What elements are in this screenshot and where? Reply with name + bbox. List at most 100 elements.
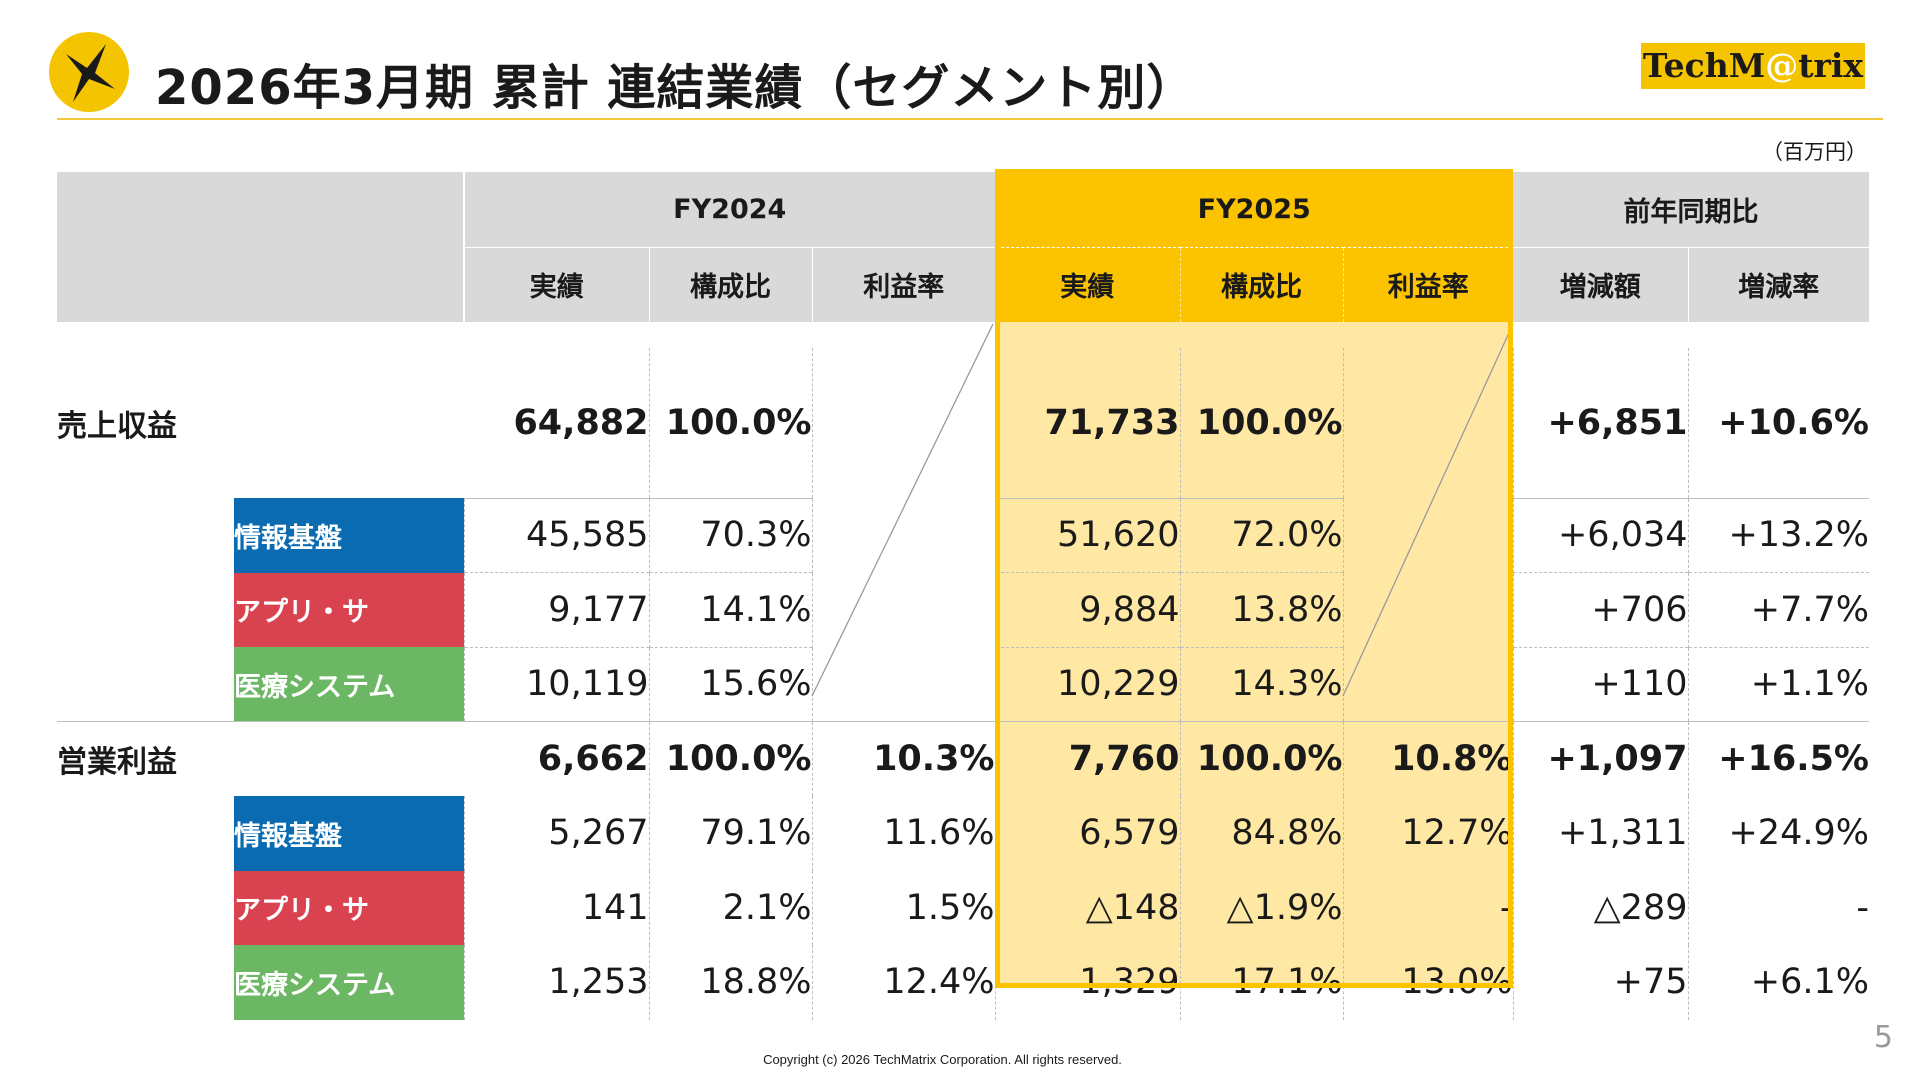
op-medical-fy24-actual: 1,253 [463, 945, 649, 1020]
revenue-fy25-margin-empty [1342, 348, 1513, 498]
revenue-info-fy24-actual: 45,585 [463, 497, 649, 573]
revenue-medical-change-rate: +1.1% [1687, 646, 1869, 722]
op-fy25-actual: 7,760 [994, 721, 1180, 796]
revenue-medical-fy24-margin-empty [811, 647, 995, 722]
revenue-medical-fy24-actual: 10,119 [463, 646, 649, 722]
revenue-medical-fy25-actual: 10,229 [994, 646, 1180, 722]
op-info-fy24-margin: 11.6% [811, 796, 995, 871]
op-income-medical-row: 医療システム 1,253 18.8% 12.4% 1,329 17.1% 13.… [57, 945, 1869, 1020]
segment-label-app: アプリ・サ [234, 870, 464, 945]
op-fy25-margin: 10.8% [1342, 721, 1513, 796]
indent-cell [57, 945, 234, 1020]
segment-results-table: FY2024 FY2025 前年同期比 実績 構成比 利益率 実績 構成比 利益… [57, 172, 1869, 1020]
revenue-app-fy25-margin-empty [1342, 572, 1513, 647]
revenue-app-fy24-actual: 9,177 [463, 572, 649, 647]
revenue-info-fy24-margin-empty [811, 498, 995, 573]
revenue-medical-fy25-composition: 14.3% [1179, 646, 1343, 722]
op-app-change-amount: △289 [1512, 870, 1688, 945]
op-info-fy24-composition: 79.1% [648, 796, 812, 871]
company-logo-icon [49, 32, 129, 112]
indent-cell [57, 796, 234, 871]
op-app-fy25-composition: △1.9% [1179, 870, 1343, 945]
op-app-fy24-actual: 141 [463, 870, 649, 945]
revenue-total-row: 売上収益 64,882 100.0% 71,733 100.0% +6,851 … [57, 348, 1869, 498]
op-medical-fy24-margin: 12.4% [811, 945, 995, 1020]
segment-label-medical: 医療システム [234, 647, 464, 722]
header-row-columns: 実績 構成比 利益率 実績 構成比 利益率 増減額 増減率 [57, 247, 1869, 322]
op-fy24-actual: 6,662 [464, 721, 649, 796]
revenue-app-change-amount: +706 [1512, 572, 1688, 647]
revenue-info-fy25-composition: 72.0% [1179, 497, 1343, 573]
unit-label: （百万円） [1762, 140, 1867, 164]
revenue-info-fy25-margin-empty [1342, 498, 1513, 573]
revenue-app-fy24-margin-empty [811, 572, 995, 647]
op-income-total-row: 営業利益 6,662 100.0% 10.3% 7,760 100.0% 10.… [57, 721, 1869, 796]
header-yoy: 前年同期比 [1513, 172, 1869, 248]
col-fy24-actual: 実績 [464, 247, 649, 322]
spacer-row [57, 322, 1869, 348]
indent-cell [57, 871, 234, 946]
indent-cell [57, 573, 234, 648]
op-app-fy24-composition: 2.1% [648, 870, 812, 945]
col-change-rate: 増減率 [1687, 247, 1869, 322]
op-medical-change-amount: +75 [1512, 945, 1688, 1020]
op-info-fy25-actual: 6,579 [994, 796, 1180, 871]
page-number: 5 [1873, 1020, 1893, 1055]
segment-label-info: 情報基盤 [234, 796, 464, 871]
revenue-info-fy25-actual: 51,620 [994, 497, 1180, 573]
op-medical-fy25-margin: 13.0% [1342, 945, 1513, 1020]
brand-logo: TechM@trix [1641, 43, 1865, 89]
col-fy25-margin: 利益率 [1342, 247, 1513, 322]
col-fy24-composition: 構成比 [648, 247, 812, 322]
row-label-revenue: 売上収益 [57, 409, 177, 444]
revenue-change-rate: +10.6% [1687, 348, 1869, 498]
op-income-app-row: アプリ・サ 141 2.1% 1.5% △148 △1.9% - △289 - [57, 870, 1869, 946]
header-row-groups: FY2024 FY2025 前年同期比 [57, 172, 1869, 322]
title-divider [57, 118, 1883, 120]
revenue-fy25-composition: 100.0% [1179, 348, 1343, 498]
op-app-fy24-margin: 1.5% [811, 870, 995, 945]
op-app-fy25-margin: - [1342, 870, 1513, 945]
op-app-change-rate: - [1687, 870, 1869, 945]
op-info-change-amount: +1,311 [1512, 796, 1688, 871]
revenue-medical-fy24-composition: 15.6% [648, 646, 812, 722]
col-change-amount: 増減額 [1513, 247, 1688, 322]
op-info-fy24-actual: 5,267 [463, 796, 649, 871]
segment-label-info: 情報基盤 [234, 498, 464, 573]
revenue-info-change-amount: +6,034 [1512, 497, 1688, 573]
segment-label-medical: 医療システム [234, 945, 464, 1020]
revenue-fy24-actual: 64,882 [513, 402, 649, 443]
revenue-medical-change-amount: +110 [1512, 646, 1688, 722]
revenue-info-change-rate: +13.2% [1687, 497, 1869, 573]
page-title: 2026年3月期 累計 連結業績（セグメント別） [155, 60, 1196, 116]
revenue-app-fy25-composition: 13.8% [1179, 572, 1343, 647]
revenue-info-row: 情報基盤 45,585 70.3% 51,620 72.0% +6,034 +1… [57, 497, 1869, 573]
revenue-medical-row: 医療システム 10,119 15.6% 10,229 14.3% +110 +1… [57, 646, 1869, 722]
col-fy24-margin: 利益率 [811, 247, 995, 322]
row-label-op-income: 営業利益 [57, 721, 464, 796]
op-app-fy25-actual: △148 [994, 870, 1180, 945]
op-medical-fy25-actual: 1,329 [994, 945, 1180, 1020]
col-fy25-composition: 構成比 [1179, 247, 1343, 322]
op-medical-change-rate: +6.1% [1687, 945, 1869, 1020]
op-change-amount: +1,097 [1512, 721, 1688, 796]
op-info-change-rate: +24.9% [1687, 796, 1869, 871]
revenue-app-row: アプリ・サ 9,177 14.1% 9,884 13.8% +706 +7.7% [57, 572, 1869, 648]
revenue-fy24-composition: 100.0% [648, 348, 812, 498]
op-fy24-composition: 100.0% [648, 721, 812, 796]
col-fy25-actual: 実績 [1060, 272, 1115, 304]
op-medical-fy24-composition: 18.8% [648, 945, 812, 1020]
op-fy24-margin: 10.3% [811, 721, 995, 796]
revenue-app-fy24-composition: 14.1% [648, 572, 812, 647]
revenue-change-amount: +6,851 [1512, 348, 1688, 498]
op-info-fy25-margin: 12.7% [1342, 796, 1513, 871]
header-fy2024: FY2024 [463, 172, 995, 248]
indent-cell [57, 498, 234, 573]
header-fy2025: FY2025 [994, 172, 1513, 248]
revenue-app-fy25-actual: 9,884 [994, 572, 1180, 647]
revenue-fy24-margin-empty [811, 348, 995, 498]
revenue-medical-fy25-margin-empty [1342, 647, 1513, 722]
op-income-info-row: 情報基盤 5,267 79.1% 11.6% 6,579 84.8% 12.7%… [57, 796, 1869, 871]
revenue-info-fy24-composition: 70.3% [648, 497, 812, 573]
segment-label-app: アプリ・サ [234, 572, 464, 647]
